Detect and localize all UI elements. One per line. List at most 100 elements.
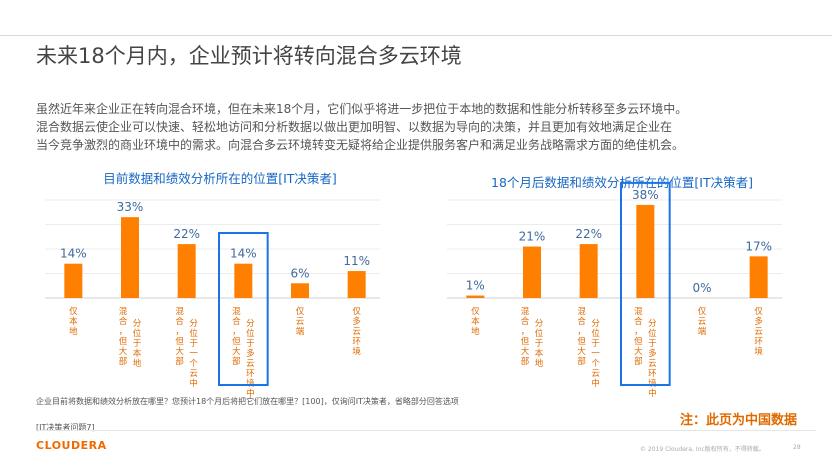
bar: [64, 263, 83, 298]
category-label-char: 云: [591, 369, 600, 379]
category-label-char: 本: [471, 316, 480, 327]
category-label-char: 合: [634, 316, 643, 327]
category-label-char: 境: [246, 378, 255, 389]
category-label-char: 分: [648, 319, 657, 329]
category-label-char: 境: [352, 346, 361, 357]
category-label-char: 多: [648, 348, 657, 359]
category-label-char: 位: [648, 328, 657, 339]
category-label-char: 个: [189, 359, 198, 369]
intro-paragraph: 虽然近年来企业正在转向混合环境，但在未来18个月，它们似乎将进一步把位于本地的数…: [36, 100, 816, 154]
category-label-char: 中: [246, 388, 255, 399]
category-label-char: ，: [521, 327, 530, 337]
category-label-char: 环: [648, 369, 657, 379]
top-divider: [0, 35, 832, 36]
category-label-char: 位: [535, 328, 544, 339]
category-label-char: 但: [119, 336, 128, 347]
category-label-char: 合: [521, 316, 530, 327]
category-label-char: 部: [119, 356, 128, 367]
category-label-char: 但: [232, 336, 241, 347]
category-label-char: 合: [232, 316, 241, 327]
bar: [291, 283, 309, 298]
highlight-box: [218, 232, 269, 386]
chart-future: 1%仅本地21%混合，但大部分位于本地22%混合，但大部分位于一个云中38%混合…: [447, 181, 782, 399]
category-label-char: 位: [189, 328, 198, 339]
bar: [523, 246, 541, 298]
category-label-char: 多: [352, 316, 361, 327]
bottom-divider: [36, 430, 816, 431]
category-label-char: 分: [133, 319, 142, 329]
chart-title-current: 目前数据和绩效分析所在的位置[IT决策者]: [103, 171, 337, 186]
bar: [636, 204, 655, 298]
category-label-char: 本: [133, 348, 142, 359]
category-label-char: 地: [535, 358, 544, 369]
category-label-char: 混: [577, 306, 586, 317]
category-label-char: 多: [246, 348, 255, 359]
category-label-char: 合: [119, 316, 128, 327]
category-label-char: 中: [189, 378, 198, 389]
category-label-char: 部: [577, 356, 586, 367]
category-label-char: 部: [521, 356, 530, 367]
category-label-char: 位: [246, 328, 255, 339]
question-reference: [IT决策者问题7]: [36, 423, 95, 432]
category-label-char: 云: [189, 369, 198, 379]
category-label-char: 仅: [69, 306, 78, 317]
category-label-char: 合: [577, 316, 586, 327]
category-label-char: 环: [754, 337, 763, 347]
category-label-char: 于: [591, 339, 600, 349]
category-label-char: 分: [535, 319, 544, 329]
category-label-char: 部: [634, 356, 643, 367]
bar: [347, 271, 366, 298]
category-label-char: 地: [69, 326, 78, 337]
china-data-note: 注：此页为中国数据: [680, 413, 798, 428]
category-label-char: 云: [698, 317, 707, 327]
category-label-char: ，: [232, 327, 241, 337]
category-label-char: ，: [119, 327, 128, 337]
bar: [234, 263, 253, 298]
data-label: 14%: [230, 247, 257, 261]
category-label-char: 境: [754, 346, 763, 357]
category-label-char: 分: [591, 319, 600, 329]
bar: [466, 295, 485, 298]
page-number: 28: [793, 444, 801, 451]
category-label-char: 分: [189, 319, 198, 329]
category-label-char: 环: [246, 369, 255, 379]
page-title: 未来18个月内，企业预计将转向混合多云环境: [36, 44, 462, 68]
category-label-char: 仅: [471, 306, 480, 317]
data-label: 38%: [632, 188, 659, 202]
category-label-char: 云: [246, 359, 255, 369]
category-label-char: 云: [352, 327, 361, 337]
category-label-char: 中: [648, 388, 657, 399]
category-label-char: 云: [754, 327, 763, 337]
category-label-char: 一: [591, 349, 600, 359]
category-label-char: 环: [352, 337, 361, 347]
category-label-char: 于: [535, 339, 544, 349]
category-label-char: 于: [133, 339, 142, 349]
chart-current: 14%仅本地33%混合，但大部分位于本地22%混合，但大部分位于一个云中14%混…: [45, 199, 380, 399]
data-label: 1%: [466, 279, 485, 293]
highlight-box: [620, 181, 671, 387]
data-label: 22%: [173, 227, 200, 241]
data-label: 0%: [692, 281, 711, 295]
category-label-char: 个: [591, 359, 600, 369]
data-label: 6%: [290, 266, 309, 280]
category-label-char: 大: [232, 346, 241, 357]
category-label-char: 大: [577, 346, 586, 357]
cloudera-logo: CLOUDERA: [36, 439, 107, 452]
category-label-char: 地: [471, 326, 480, 337]
data-label: 33%: [117, 200, 144, 214]
bar: [749, 256, 768, 298]
category-label-char: 境: [648, 378, 657, 389]
category-label-char: 云: [648, 359, 657, 369]
category-label-char: 位: [133, 328, 142, 339]
category-label-char: 仅: [698, 306, 707, 317]
category-label-char: 大: [521, 346, 530, 357]
category-label-char: 大: [175, 346, 184, 357]
category-label-char: 混: [634, 306, 643, 317]
category-label-char: 但: [175, 336, 184, 347]
category-label-char: 位: [591, 328, 600, 339]
footnote: 企业目前将数据和绩效分析放在哪里？您预计18个月后将把它们放在哪里？[100]，…: [36, 397, 459, 406]
category-label-char: 大: [634, 346, 643, 357]
category-label-char: 仅: [296, 306, 305, 317]
category-label-char: 本: [69, 316, 78, 327]
copyright: © 2019 Cloudera, Inc版权所有，不得转载。: [640, 446, 765, 453]
